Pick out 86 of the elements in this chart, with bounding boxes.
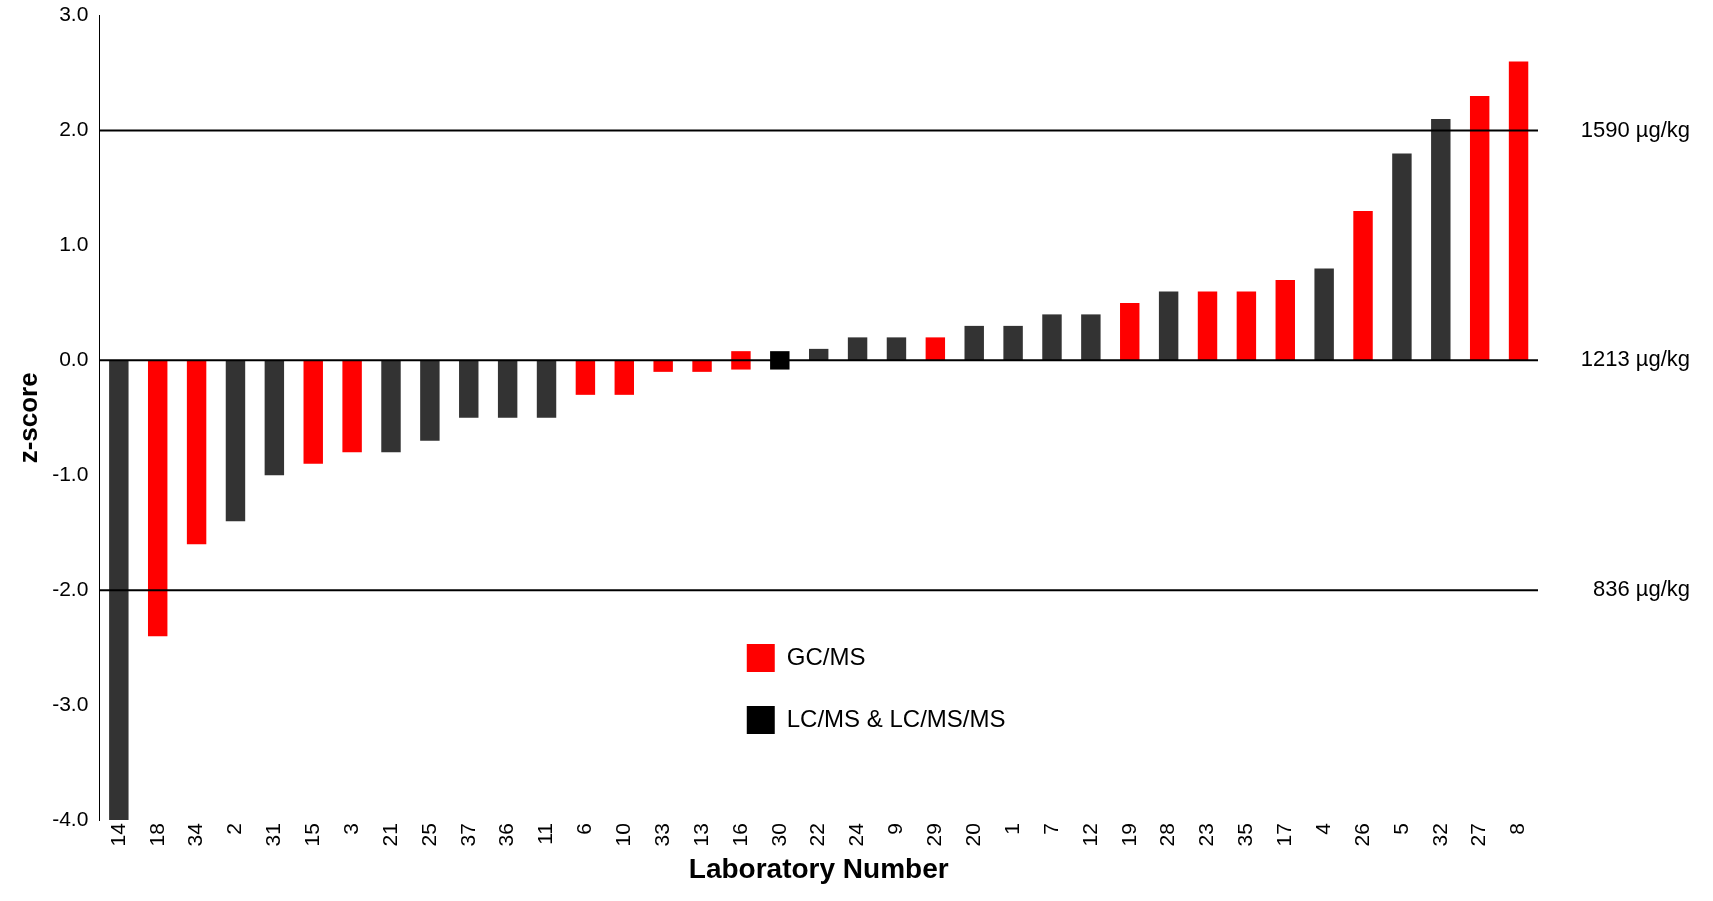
x-tick-label: 9	[883, 823, 907, 835]
x-tick-label: 16	[727, 823, 751, 847]
x-tick-label: 11	[533, 823, 557, 845]
x-tick-label: 19	[1116, 823, 1140, 847]
x-tick-label: 8	[1505, 823, 1529, 835]
y-tick-label: 1.0	[59, 232, 89, 256]
x-tick-label: 31	[261, 823, 285, 847]
bar	[1042, 314, 1062, 361]
x-tick-label: 36	[494, 823, 518, 847]
bar	[225, 360, 246, 522]
ref-line-label: 836 µg/kg	[1592, 576, 1690, 602]
x-tick-label: 34	[183, 822, 207, 847]
x-tick-label: 29	[922, 823, 946, 847]
y-tick-label: 0.0	[59, 347, 89, 371]
x-tick-label: 1	[999, 823, 1023, 835]
ref-line-label: 1590 µg/kg	[1580, 116, 1690, 142]
bar	[653, 360, 673, 372]
x-tick-label: 27	[1466, 823, 1490, 847]
bar	[692, 360, 712, 372]
bar	[575, 360, 596, 395]
bar	[342, 360, 362, 453]
x-tick-label: 32	[1427, 823, 1451, 847]
bar	[459, 360, 479, 418]
x-tick-label: 23	[1194, 823, 1218, 847]
x-tick-label: 15	[300, 823, 324, 847]
x-tick-label: 26	[1349, 823, 1373, 847]
y-tick-label: 3.0	[59, 2, 89, 26]
x-tick-label: 4	[1310, 822, 1334, 835]
bar	[1081, 314, 1101, 361]
bar	[381, 360, 401, 453]
y-tick-label: -3.0	[52, 691, 89, 715]
bar	[1197, 291, 1218, 361]
bar	[1158, 291, 1179, 361]
bar	[847, 337, 868, 361]
x-tick-label: 14	[105, 822, 129, 847]
y-tick-label: 2.0	[59, 117, 89, 141]
y-tick-label: -2.0	[52, 577, 89, 600]
x-tick-label: 18	[144, 823, 168, 847]
bar	[1469, 96, 1490, 361]
x-tick-label: 12	[1077, 823, 1101, 847]
x-tick-label: 37	[455, 823, 479, 847]
y-tick-label: -4.0	[52, 806, 89, 830]
x-tick-label: 3	[338, 823, 362, 835]
bar	[420, 360, 440, 441]
x-tick-label: 35	[1233, 823, 1257, 847]
bar	[186, 360, 207, 545]
ref-line-label: 1213 µg/kg	[1580, 346, 1690, 372]
x-tick-label: 25	[416, 823, 440, 847]
bar	[1508, 61, 1529, 361]
bar	[147, 360, 168, 637]
x-tick-label: 33	[649, 823, 673, 847]
bar	[1392, 153, 1412, 361]
x-tick-label: 22	[805, 823, 829, 847]
x-tick-label: 28	[1155, 823, 1179, 847]
bar	[303, 360, 323, 464]
x-tick-label: 30	[766, 823, 790, 847]
x-tick-label: 24	[844, 822, 868, 847]
x-tick-label: 6	[572, 823, 596, 835]
bar	[1275, 279, 1295, 361]
bar	[497, 360, 518, 418]
bar	[1120, 302, 1140, 361]
x-tick-label: 21	[377, 823, 401, 847]
bar	[536, 360, 557, 418]
bar	[614, 360, 635, 395]
bar	[1353, 210, 1373, 361]
bar	[264, 360, 285, 476]
bar	[964, 325, 984, 361]
x-tick-label: 7	[1038, 823, 1062, 835]
bar	[1003, 325, 1023, 361]
x-tick-label: 13	[688, 823, 712, 847]
legend-label: LC/MS & LC/MS/MS	[786, 704, 1006, 732]
bar	[109, 360, 129, 821]
y-tick-label: -1.0	[52, 462, 89, 486]
bar	[925, 337, 946, 361]
x-axis-title: Laboratory Number	[688, 852, 949, 884]
bar	[1431, 119, 1451, 361]
y-axis-title: z-score	[12, 372, 43, 464]
bar	[1236, 291, 1257, 361]
x-tick-label: 2	[222, 823, 246, 835]
x-tick-label: 10	[611, 823, 635, 847]
x-tick-label: 5	[1388, 823, 1412, 835]
x-tick-label: 20	[961, 823, 985, 847]
bar	[1314, 268, 1334, 361]
legend-label: GC/MS	[786, 642, 866, 670]
bar	[886, 337, 907, 361]
x-tick-label: 17	[1272, 823, 1296, 847]
